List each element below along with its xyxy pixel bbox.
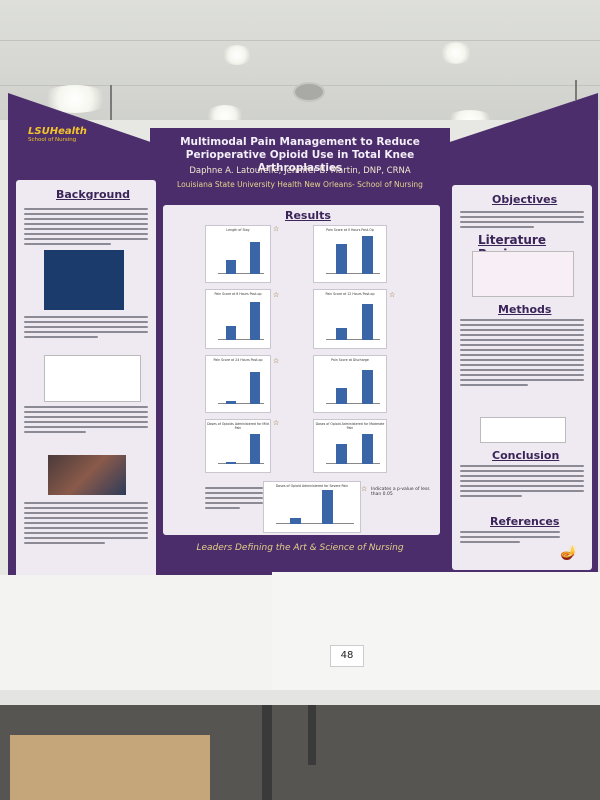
chart-title: Pain Score at 24 Hours Post-op: [213, 358, 263, 362]
chart-bar-group-b: [362, 370, 373, 404]
significance-star-icon: ☆: [273, 225, 280, 233]
chart-title: Pain Score at 0 Hours Post-Op: [326, 228, 374, 232]
chart-bar-group-a: [226, 326, 236, 340]
ceiling-light: [440, 42, 472, 64]
results-heading: Results: [285, 209, 331, 222]
significance-star-icon: ☆: [361, 485, 368, 493]
opioid-statistics-infographic: [44, 355, 141, 402]
background-text: [24, 208, 148, 248]
poster-title: Multimodal Pain Management to Reduce Per…: [180, 136, 420, 174]
poster-authors: Daphne A. Latourelle; Jennifer B. Martin…: [189, 166, 411, 176]
group-legend-text: [205, 487, 263, 512]
chart-bar-group-b: [250, 372, 260, 404]
chart-bar-group-b: [362, 304, 373, 340]
significance-star-icon: ☆: [273, 291, 280, 299]
chart-bar-group-b: [250, 242, 260, 274]
chart-bar-group-a: [226, 401, 236, 404]
chart-length-of-stay: Length of Stay: [205, 225, 271, 283]
chart-opioid-mild: Doses of Opioids Administered for Mild P…: [205, 419, 271, 473]
surgery-photo: [48, 455, 126, 495]
nursing-lamp-icon: 🪔: [560, 545, 578, 561]
significance-star-icon: ☆: [389, 291, 396, 299]
methods-heading: Methods: [498, 303, 552, 316]
cardboard-box: [10, 735, 210, 800]
chart-bar-group-b: [250, 434, 260, 464]
ceiling-hanger: [575, 80, 577, 100]
poster-footer-slogan: Leaders Defining the Art & Science of Nu…: [196, 543, 404, 553]
references-heading: References: [490, 515, 560, 528]
conclusion-text: [460, 465, 584, 500]
chart-pain-12h: Pain Score at 12 Hours Post-op: [313, 289, 387, 349]
table-right: [272, 572, 600, 702]
logo-text: LSUHealth: [28, 126, 87, 137]
objectives-text: [460, 211, 584, 231]
ceiling-light: [222, 45, 252, 65]
table-number-card: 48: [330, 645, 364, 667]
background-text-2: [24, 316, 148, 341]
poster-affiliation: Louisiana State University Health New Or…: [177, 180, 423, 189]
literature-review-diagram: [472, 251, 574, 297]
ceiling-hanger: [110, 85, 112, 120]
opioid-epidemic-infographic: [44, 250, 124, 310]
chart-opioid-severe: Doses of Opioid Administered for Severe …: [263, 481, 361, 533]
background-heading: Background: [56, 188, 131, 201]
chart-pain-24h: Pain Score at 24 Hours Post-op: [205, 355, 271, 413]
chart-bar-group-a: [336, 388, 347, 404]
table-edge: [0, 690, 600, 706]
significance-star-icon: ☆: [273, 419, 280, 427]
methods-text: [460, 319, 584, 389]
chart-title: Doses of Opioid Administered for Severe …: [275, 484, 349, 488]
right-panel-content: Objectives Literature Review Methods Con…: [452, 185, 592, 570]
chart-bar-group-a: [226, 260, 236, 274]
chart-pain-discharge: Pain Score at Discharge: [313, 355, 387, 413]
lsu-health-logo: LSUHealth School of Nursing: [28, 126, 108, 143]
chart-bar-group-b: [250, 302, 260, 340]
objectives-heading: Objectives: [492, 193, 558, 206]
logo-subtext: School of Nursing: [28, 137, 77, 143]
chart-pain-6h: Pain Score at 6 Hours Post-op: [205, 289, 271, 349]
table-leg: [262, 705, 272, 800]
background-text-3: [24, 406, 148, 436]
chart-title: Pain Score at Discharge: [331, 358, 369, 362]
left-panel-content: Background: [16, 180, 156, 585]
chart-opioid-moderate: Doses of Opioid Administered for Moderat…: [313, 419, 387, 473]
chart-title: Doses of Opioids Administered for Mild P…: [207, 422, 269, 430]
chart-title: Pain Score at 6 Hours Post-op: [214, 292, 262, 296]
chart-bar-group-b: [322, 490, 333, 524]
chart-pain-0h: Pain Score at 0 Hours Post-Op: [313, 225, 387, 283]
chart-bar-group-b: [362, 236, 373, 274]
ceiling-vent: [293, 82, 325, 102]
conclusion-heading: Conclusion: [492, 449, 560, 462]
chart-title: Pain Score at 12 Hours Post-op: [325, 292, 375, 296]
significance-legend-note: Indicates a p-value of less than 0.05: [371, 487, 430, 497]
chart-bar-group-a: [226, 462, 236, 464]
significance-star-icon: ☆: [273, 357, 280, 365]
methods-timeline-figure: [480, 417, 566, 443]
background-text-4: [24, 502, 148, 547]
chart-bar-group-a: [336, 444, 347, 464]
chart-bar-group-a: [336, 244, 347, 274]
results-panel: Results Length of Stay ☆ Pain Score at 0…: [163, 205, 440, 535]
table-leg: [308, 705, 316, 765]
chart-bar-group-a: [290, 518, 301, 524]
chart-bar-group-b: [362, 434, 373, 464]
chart-bar-group-a: [336, 328, 347, 340]
references-text: [460, 531, 560, 546]
ceiling: [0, 0, 600, 132]
chart-title: Length of Stay: [226, 228, 250, 232]
chart-title: Doses of Opioid Administered for Moderat…: [315, 422, 385, 430]
